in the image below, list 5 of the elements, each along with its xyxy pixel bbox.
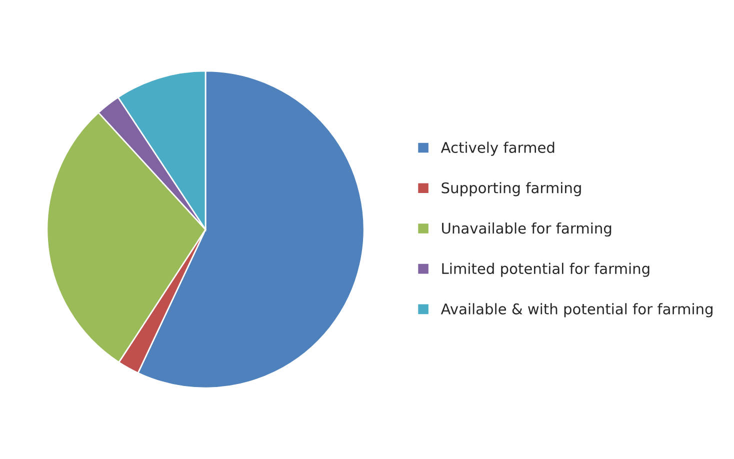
legend-label: Unavailable for farming xyxy=(442,222,612,237)
legend-label: Limited potential for farming xyxy=(442,262,650,277)
legend-label: Actively farmed xyxy=(440,142,554,156)
legend-label: Supporting farming xyxy=(442,182,581,196)
legend-label: Available & with potential for farming xyxy=(440,303,712,318)
